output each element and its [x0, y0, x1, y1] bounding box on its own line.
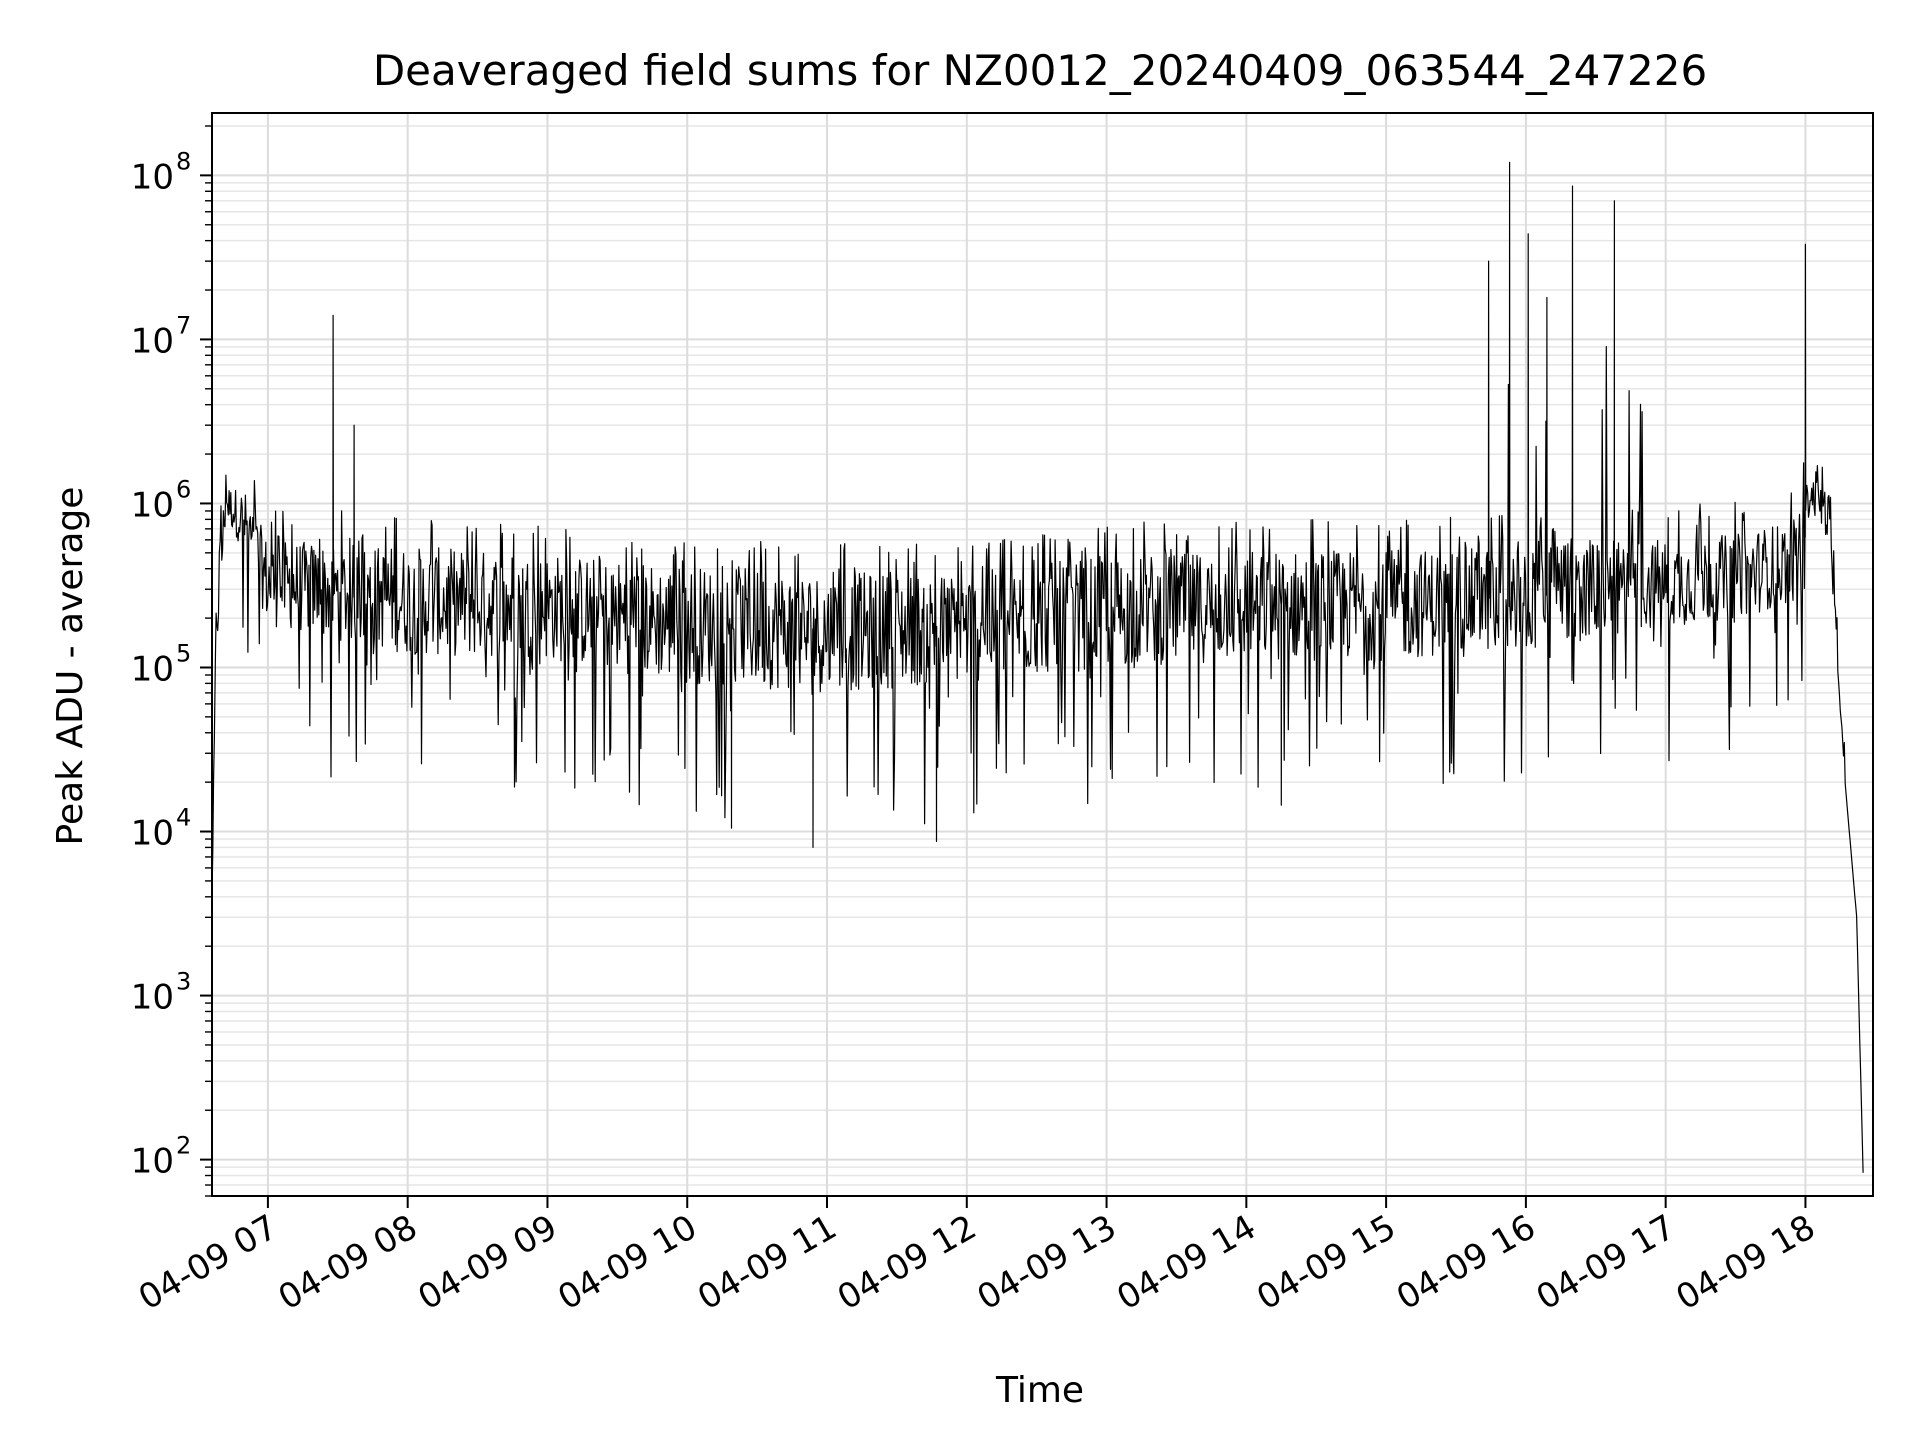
series-line — [212, 161, 1864, 1173]
y-axis-label: Peak ADU - average — [50, 487, 91, 846]
y-tick-label: 10 — [131, 978, 174, 1018]
x-axis-label: Time — [995, 1370, 1084, 1411]
y-tick-exponent: 3 — [176, 968, 191, 996]
y-tick-exponent: 7 — [176, 311, 191, 339]
y-tick-exponent: 2 — [176, 1132, 191, 1160]
y-tick-label: 10 — [131, 649, 174, 689]
y-tick-label: 10 — [131, 157, 174, 197]
chart-title: Deaveraged field sums for NZ0012_2024040… — [373, 46, 1707, 95]
y-tick-exponent: 5 — [176, 639, 191, 667]
y-tick-label: 10 — [131, 485, 174, 525]
y-tick-exponent: 8 — [176, 147, 191, 175]
y-tick-label: 10 — [131, 1142, 174, 1182]
y-tick-exponent: 4 — [176, 804, 191, 832]
series-group — [212, 161, 1864, 1173]
y-tick-label: 10 — [131, 321, 174, 361]
y-tick-exponent: 6 — [176, 475, 191, 503]
y-tick-label: 10 — [131, 814, 174, 854]
plot-frame — [211, 112, 1874, 1197]
